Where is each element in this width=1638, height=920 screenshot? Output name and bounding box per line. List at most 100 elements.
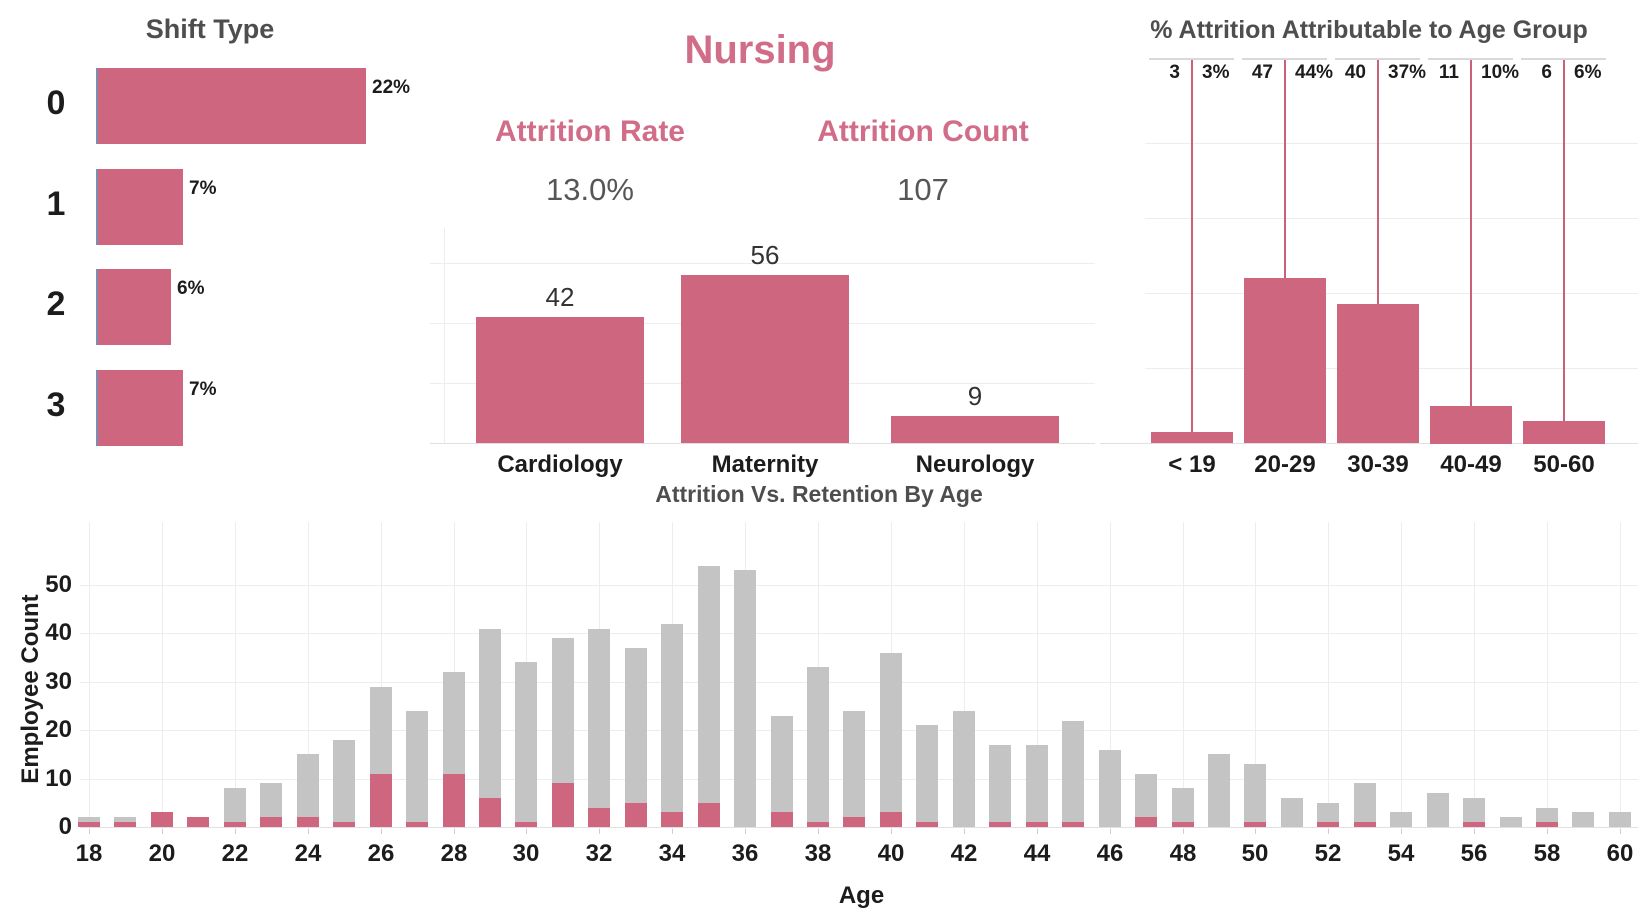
attrition-bar-segment[interactable] — [370, 774, 392, 827]
retention-bar-segment[interactable] — [1208, 754, 1230, 827]
department-bar[interactable] — [476, 317, 644, 443]
age-group-count-label: 47 — [1251, 62, 1273, 83]
attrition-bar-segment[interactable] — [771, 812, 793, 827]
retention-bar-segment[interactable] — [843, 711, 865, 817]
attrition-bar-segment[interactable] — [698, 803, 720, 827]
age-group-bar[interactable] — [1244, 278, 1326, 443]
attrition-bar-segment[interactable] — [1317, 822, 1339, 827]
retention-bar-segment[interactable] — [1572, 812, 1594, 827]
y-axis-tick-label: 50 — [45, 571, 72, 598]
retention-bar-segment[interactable] — [1135, 774, 1157, 818]
retention-bar-segment[interactable] — [114, 817, 136, 822]
attrition-bar-segment[interactable] — [260, 817, 282, 827]
retention-bar-segment[interactable] — [771, 716, 793, 813]
attrition-bar-segment[interactable] — [880, 812, 902, 827]
age-group-count-label: 11 — [1438, 62, 1459, 83]
retention-bar-segment[interactable] — [1244, 764, 1266, 822]
attrition-bar-segment[interactable] — [588, 808, 610, 827]
retention-bar-segment[interactable] — [224, 788, 246, 822]
reference-line — [1470, 60, 1472, 406]
attrition-bar-segment[interactable] — [1244, 822, 1266, 827]
retention-bar-segment[interactable] — [807, 667, 829, 822]
attrition-bar-segment[interactable] — [1463, 822, 1485, 827]
age-group-bar[interactable] — [1430, 406, 1512, 444]
retention-bar-segment[interactable] — [78, 817, 100, 822]
attrition-bar-segment[interactable] — [916, 822, 938, 827]
attrition-bar-segment[interactable] — [661, 812, 683, 827]
axis-tick — [1110, 829, 1111, 834]
attrition-bar-segment[interactable] — [1536, 822, 1558, 827]
shift-type-bar[interactable] — [96, 269, 171, 345]
attrition-bar-segment[interactable] — [406, 822, 428, 827]
retention-bar-segment[interactable] — [698, 566, 720, 803]
retention-bar-segment[interactable] — [515, 662, 537, 822]
retention-bar-segment[interactable] — [1609, 812, 1631, 827]
department-bar[interactable] — [891, 416, 1059, 443]
shift-type-bar[interactable] — [96, 68, 366, 144]
retention-bar-segment[interactable] — [260, 783, 282, 817]
retention-bar-segment[interactable] — [1390, 812, 1412, 827]
age-group-bar[interactable] — [1523, 421, 1605, 444]
attrition-bar-segment[interactable] — [989, 822, 1011, 827]
retention-bar-segment[interactable] — [1317, 803, 1339, 822]
shift-type-bar[interactable] — [96, 169, 183, 245]
column-top-rule — [1521, 58, 1606, 60]
retention-bar-segment[interactable] — [1427, 793, 1449, 827]
retention-bar-segment[interactable] — [734, 570, 756, 827]
retention-bar-segment[interactable] — [1281, 798, 1303, 827]
retention-bar-segment[interactable] — [880, 653, 902, 813]
age-group-category-label: 20-29 — [1254, 451, 1316, 478]
attrition-bar-segment[interactable] — [187, 817, 209, 827]
gridline — [1620, 522, 1621, 829]
attrition-bar-segment[interactable] — [625, 803, 647, 827]
retention-bar-segment[interactable] — [625, 648, 647, 803]
attrition-bar-segment[interactable] — [1062, 822, 1084, 827]
age-group-bar[interactable] — [1151, 432, 1233, 443]
attrition-bar-segment[interactable] — [515, 822, 537, 827]
attrition-bar-segment[interactable] — [224, 822, 246, 827]
retention-bar-segment[interactable] — [953, 711, 975, 827]
retention-bar-segment[interactable] — [989, 745, 1011, 822]
attrition-bar-segment[interactable] — [1026, 822, 1048, 827]
attrition-bar-segment[interactable] — [552, 783, 574, 827]
attrition-bar-segment[interactable] — [114, 822, 136, 827]
axis-tick — [1401, 829, 1402, 834]
retention-bar-segment[interactable] — [588, 629, 610, 808]
retention-bar-segment[interactable] — [479, 629, 501, 798]
gridline — [80, 827, 1638, 828]
attrition-bar-segment[interactable] — [807, 822, 829, 827]
x-axis-tick-label: 34 — [658, 840, 686, 867]
axis-tick — [526, 829, 527, 834]
retention-bar-segment[interactable] — [1500, 817, 1522, 827]
retention-bar-segment[interactable] — [406, 711, 428, 822]
axis-tick — [599, 829, 600, 834]
retention-bar-segment[interactable] — [333, 740, 355, 822]
retention-bar-segment[interactable] — [297, 754, 319, 817]
attrition-bar-segment[interactable] — [843, 817, 865, 827]
shift-type-bar[interactable] — [96, 370, 183, 446]
attrition-bar-segment[interactable] — [151, 812, 173, 827]
attrition-bar-segment[interactable] — [479, 798, 501, 827]
attrition-bar-segment[interactable] — [78, 822, 100, 827]
age-group-bar[interactable] — [1337, 304, 1419, 443]
attrition-bar-segment[interactable] — [1354, 822, 1376, 827]
retention-bar-segment[interactable] — [1062, 721, 1084, 823]
retention-bar-segment[interactable] — [552, 638, 574, 783]
retention-bar-segment[interactable] — [661, 624, 683, 813]
retention-bar-segment[interactable] — [1536, 808, 1558, 823]
retention-bar-segment[interactable] — [1099, 750, 1121, 827]
retention-bar-segment[interactable] — [1026, 745, 1048, 822]
attrition-bar-segment[interactable] — [1172, 822, 1194, 827]
retention-bar-segment[interactable] — [916, 725, 938, 822]
attrition-bar-segment[interactable] — [443, 774, 465, 827]
retention-bar-segment[interactable] — [370, 687, 392, 774]
retention-bar-segment[interactable] — [443, 672, 465, 774]
attrition-bar-segment[interactable] — [297, 817, 319, 827]
retention-bar-segment[interactable] — [1463, 798, 1485, 822]
y-axis-tick-label: 10 — [45, 765, 72, 792]
retention-bar-segment[interactable] — [1172, 788, 1194, 822]
retention-bar-segment[interactable] — [1354, 783, 1376, 822]
department-bar[interactable] — [681, 275, 849, 443]
attrition-bar-segment[interactable] — [333, 822, 355, 827]
attrition-bar-segment[interactable] — [1135, 817, 1157, 827]
